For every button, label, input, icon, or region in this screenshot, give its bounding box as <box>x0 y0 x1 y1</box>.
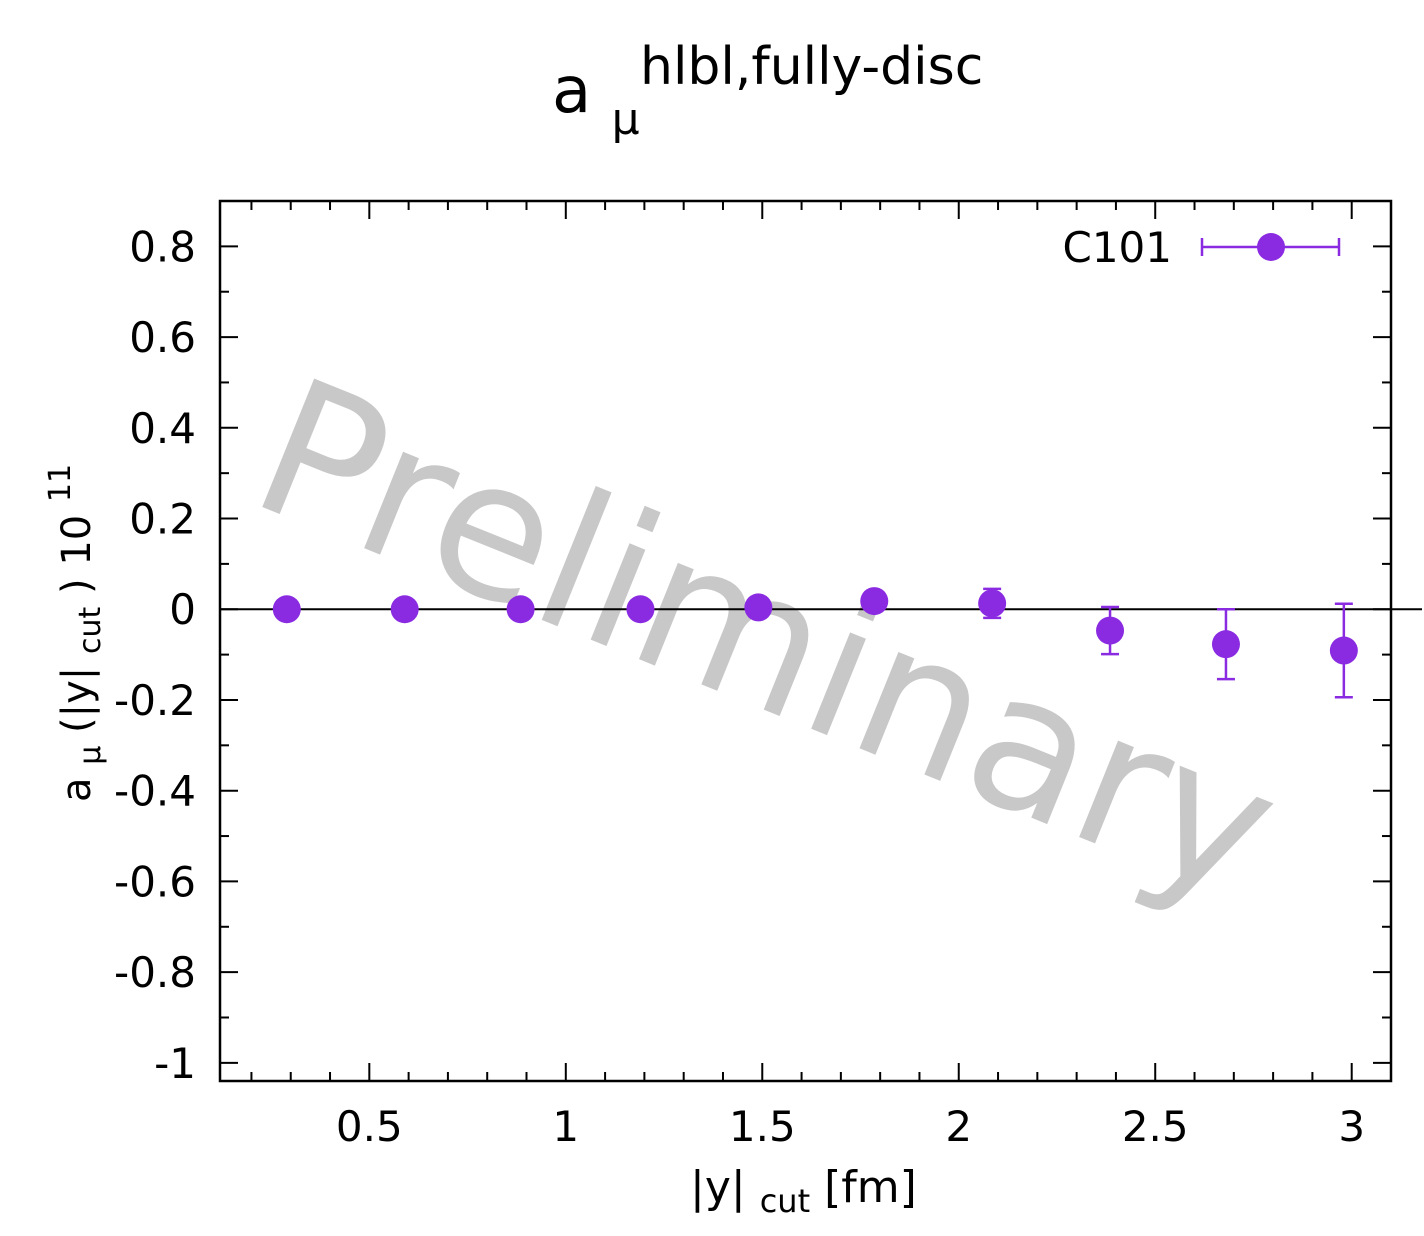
watermark: Preliminary <box>228 337 1306 944</box>
x-axis-ticks <box>250 201 1392 1081</box>
data-point <box>626 595 655 624</box>
y-label-close: ) 10 <box>54 515 100 594</box>
data-point <box>744 593 773 622</box>
y-axis-ticks <box>220 200 1391 1064</box>
y-label-exp: 11 <box>43 464 78 502</box>
chart-title: a μ hlbl,fully-disc <box>552 37 983 150</box>
y-tick-label: -0.8 <box>114 948 196 997</box>
y-tick-label: 0.2 <box>129 495 196 544</box>
y-tick-label: -0.2 <box>114 676 196 725</box>
legend: C101 <box>1063 223 1341 272</box>
legend-sample <box>1200 233 1341 261</box>
title-superscript: hlbl,fully-disc <box>640 37 983 97</box>
x-label-post: [fm] <box>824 1162 917 1213</box>
data-point <box>978 589 1007 618</box>
legend-marker <box>1257 233 1285 261</box>
x-label-pre: |y| <box>690 1162 746 1213</box>
y-tick-label: 0.8 <box>129 222 196 271</box>
x-tick-label: 1 <box>552 1102 579 1151</box>
x-axis-tick-labels: 0.5 1 1.5 2 2.5 3 <box>336 1102 1365 1151</box>
x-tick-label: 2 <box>945 1102 972 1151</box>
title-base: a <box>552 54 591 128</box>
y-label-cut: cut <box>73 606 108 654</box>
data-point <box>506 595 535 624</box>
y-tick-label: -0.4 <box>114 767 196 816</box>
x-tick-label: 1.5 <box>729 1102 796 1151</box>
x-tick-label: 0.5 <box>336 1102 403 1151</box>
y-tick-label: -0.6 <box>114 857 196 906</box>
data-point <box>390 595 419 624</box>
legend-label: C101 <box>1063 223 1173 272</box>
y-tick-label: 0.6 <box>129 313 196 362</box>
data-point <box>860 587 889 616</box>
y-label-a: a <box>54 777 100 802</box>
x-tick-label: 3 <box>1338 1102 1365 1151</box>
series-c101 <box>272 587 1358 699</box>
y-label-mu: μ <box>73 746 108 765</box>
y-axis-tick-labels: 0.8 0.6 0.4 0.2 0 -0.2 -0.4 -0.6 -0.8 -1 <box>114 222 196 1087</box>
x-axis-label: |y| cut [fm] <box>690 1162 917 1223</box>
title-subscript: μ <box>612 94 640 145</box>
plot-frame <box>218 199 1393 1083</box>
y-tick-label: -1 <box>154 1039 196 1088</box>
x-tick-label: 2.5 <box>1122 1102 1189 1151</box>
y-tick-label: 0 <box>169 585 196 634</box>
data-point <box>1329 636 1358 665</box>
data-point <box>1211 630 1240 659</box>
y-label-mid: (|y| <box>54 667 100 733</box>
data-point <box>272 595 301 624</box>
y-tick-label: 0.4 <box>129 404 196 453</box>
data-point <box>1096 616 1125 645</box>
x-label-sub: cut <box>760 1182 810 1220</box>
y-axis-label: a μ (|y| cut ) 10 11 <box>43 464 110 802</box>
